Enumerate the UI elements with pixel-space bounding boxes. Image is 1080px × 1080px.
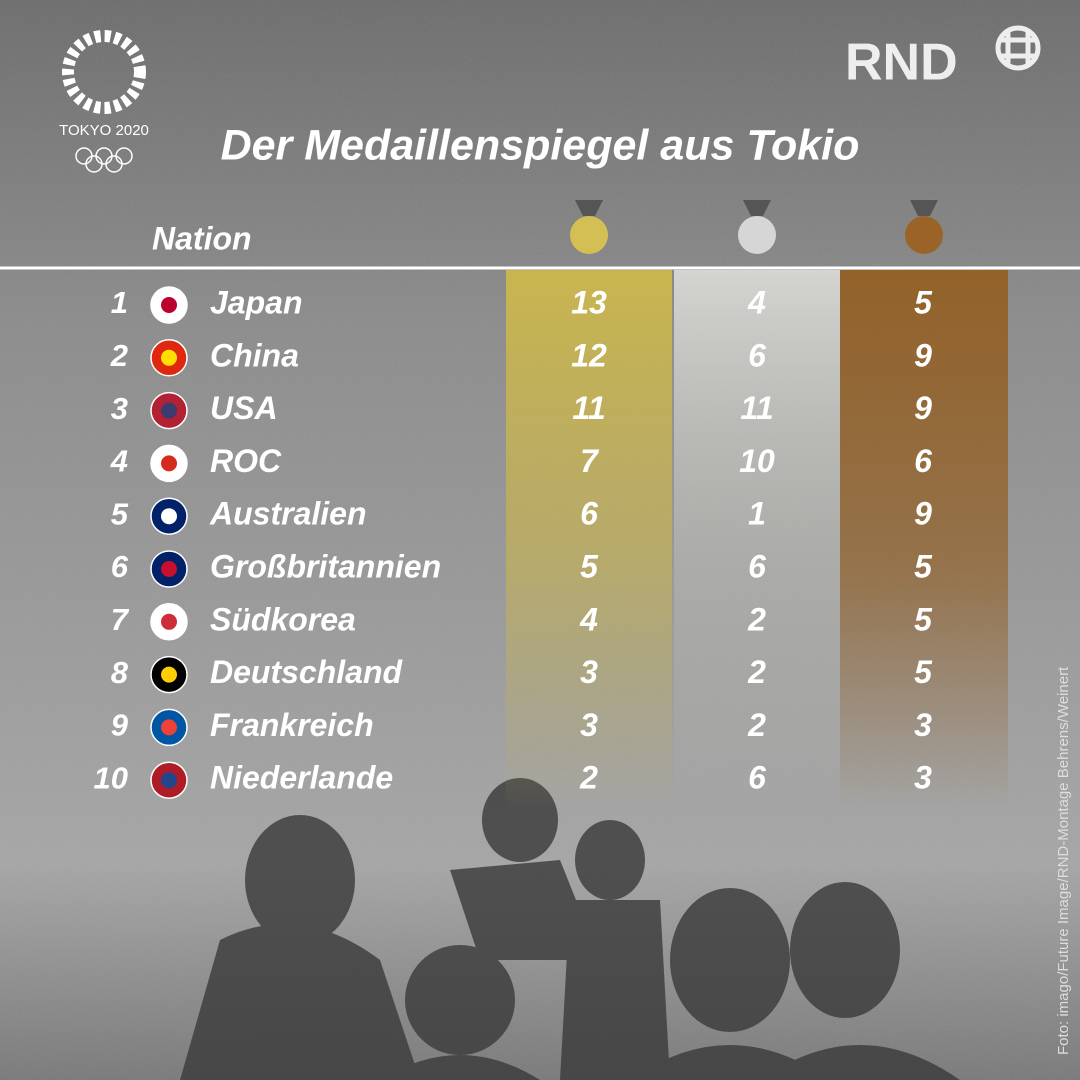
- flag-detail: [161, 349, 177, 366]
- flag-detail: [161, 402, 177, 419]
- flag-detail: [161, 719, 177, 736]
- flag-detail: [161, 561, 177, 577]
- nation-name: Südkorea: [210, 601, 356, 637]
- bronze-count: 5: [914, 548, 933, 584]
- silver-medal: [738, 216, 776, 254]
- bronze-medal: [905, 216, 943, 254]
- flag-detail: [161, 666, 177, 683]
- silver-count: 2: [747, 601, 766, 637]
- gold-count: 7: [580, 443, 600, 479]
- table-row: 10 Niederlande 2 6 3: [94, 760, 932, 799]
- rank: 4: [110, 444, 128, 479]
- silver-count: 1: [748, 496, 766, 532]
- medal-icons: [570, 200, 943, 254]
- ribbon: [910, 200, 938, 216]
- rank: 3: [111, 391, 128, 426]
- flag-detail: [161, 297, 177, 313]
- bronze-count: 5: [914, 284, 933, 320]
- silver-count: 6: [748, 760, 766, 796]
- table-row: 1 Japan 13 4 5: [111, 284, 933, 324]
- table-row: 9 Frankreich 3 2 3: [111, 707, 932, 747]
- rank: 6: [111, 549, 129, 584]
- nation-name: ROC: [210, 443, 282, 479]
- rank: 5: [111, 496, 129, 531]
- rank: 8: [111, 655, 129, 690]
- nation-name: Niederlande: [210, 760, 393, 796]
- title: Der Medaillenspiegel aus Tokio: [221, 121, 860, 169]
- flag-detail: [161, 508, 177, 525]
- gold-count: 2: [579, 760, 598, 796]
- silver-count: 2: [747, 707, 766, 743]
- flag-detail: [161, 613, 177, 630]
- gold-count: 3: [580, 707, 598, 743]
- gold-count: 3: [580, 654, 598, 690]
- nation-header: Nation: [152, 220, 252, 256]
- nation-name: Australien: [209, 496, 366, 532]
- table-row: 6 Großbritannien 5 6 5: [111, 548, 933, 588]
- gold-count: 6: [580, 496, 598, 532]
- silver-count: 6: [748, 548, 766, 584]
- bronze-count: 3: [914, 760, 932, 796]
- bronze-count: 9: [914, 390, 932, 426]
- silver-count: 2: [747, 654, 766, 690]
- nation-name: China: [210, 337, 299, 373]
- bronze-count: 5: [914, 654, 933, 690]
- nation-name: Deutschland: [210, 654, 403, 690]
- table-row: 2 China 12 6 9: [110, 337, 932, 377]
- brand-logo: RND: [845, 34, 958, 92]
- brand-mark: [995, 25, 1041, 71]
- bronze-count: 9: [914, 337, 932, 373]
- flag-detail: [161, 772, 177, 789]
- rank: 2: [110, 338, 128, 373]
- photo-credit: Foto: imago/Future Image/RND-Montage Beh…: [1055, 666, 1072, 1055]
- gold-count: 4: [579, 601, 598, 637]
- olympic-rings: [75, 147, 133, 173]
- logo-emblem: [62, 30, 146, 114]
- nation-name: Frankreich: [210, 707, 374, 743]
- rank: 1: [111, 285, 128, 320]
- silver-count: 11: [740, 390, 773, 426]
- rank: 7: [111, 602, 130, 637]
- rank: 9: [111, 708, 129, 743]
- bronze-column: [840, 270, 1008, 810]
- nation-name: Japan: [210, 284, 302, 320]
- nation-name: Großbritannien: [210, 548, 441, 584]
- ribbon: [575, 200, 603, 216]
- bronze-count: 3: [914, 707, 932, 743]
- gold-count: 12: [571, 337, 607, 373]
- table-rows: 1 Japan 13 4 52 China 12 6 93 USA 11 11 94 ROC 7 10 65 Au…: [94, 284, 933, 799]
- table-row: 8 Deutschland 3 2 5: [111, 654, 933, 694]
- silver-column: [674, 270, 840, 810]
- table-row: 4 ROC 7 10 6: [110, 443, 932, 483]
- bronze-count: 9: [914, 496, 932, 532]
- gold-column: [506, 270, 672, 810]
- gold-count: 11: [572, 390, 605, 426]
- logo-text: TOKYO 2020: [59, 122, 149, 139]
- rank: 10: [94, 760, 128, 795]
- gold-count: 5: [580, 548, 599, 584]
- silver-count: 6: [748, 337, 766, 373]
- silver-count: 10: [739, 443, 775, 479]
- bronze-count: 6: [914, 443, 932, 479]
- bronze-count: 5: [914, 601, 933, 637]
- nation-name: USA: [210, 390, 278, 426]
- table-row: 3 USA 11 11 9: [111, 390, 932, 430]
- flag-detail: [161, 455, 177, 472]
- tokyo-logo: TOKYO 2020: [59, 30, 149, 173]
- gold-count: 13: [571, 284, 607, 320]
- table-row: 5 Australien 6 1 9: [111, 496, 932, 535]
- gold-medal: [570, 216, 608, 254]
- table-row: 7 Südkorea 4 2 5: [111, 601, 933, 641]
- ribbon: [743, 200, 771, 216]
- silver-count: 4: [747, 284, 766, 320]
